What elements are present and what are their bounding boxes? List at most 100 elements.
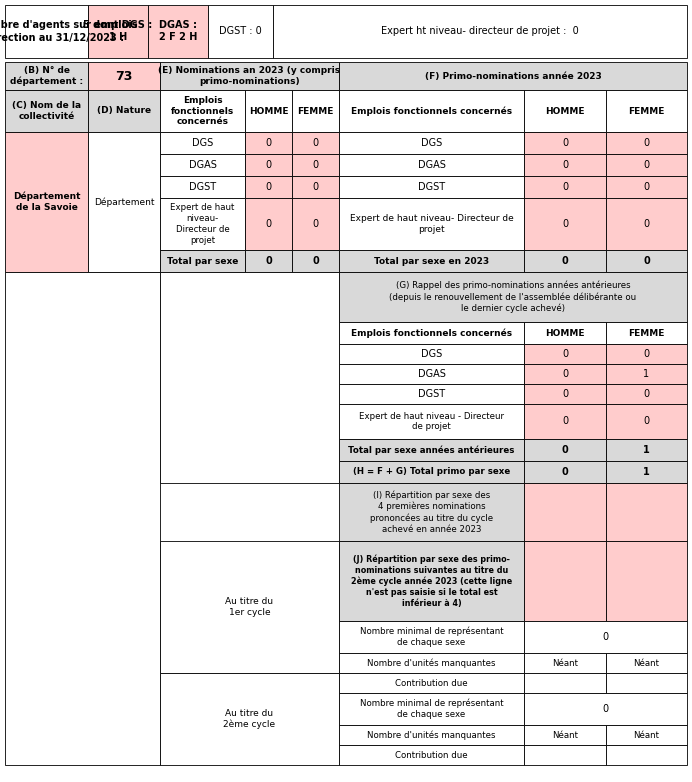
Text: Néant: Néant: [552, 730, 578, 740]
Bar: [245, 198, 292, 250]
Text: 0: 0: [265, 256, 272, 266]
Bar: [245, 176, 292, 198]
Text: Expert ht niveau- directeur de projet :  0: Expert ht niveau- directeur de projet : …: [381, 27, 579, 37]
Text: (H = F + G) Total primo par sexe: (H = F + G) Total primo par sexe: [353, 468, 510, 476]
Text: 0: 0: [562, 256, 568, 266]
Text: Emplois fonctionnels concernés: Emplois fonctionnels concernés: [351, 328, 512, 338]
Text: DGST : 0: DGST : 0: [219, 27, 262, 37]
Text: 0: 0: [266, 182, 271, 192]
Bar: [524, 693, 687, 725]
Bar: [524, 725, 606, 745]
Bar: [339, 745, 524, 765]
Bar: [160, 272, 339, 483]
Bar: [524, 344, 606, 364]
Text: HOMME: HOMME: [248, 106, 289, 116]
Bar: [524, 364, 606, 384]
Text: Département: Département: [93, 197, 154, 206]
Bar: [524, 439, 606, 461]
Bar: [88, 132, 160, 272]
Text: 0: 0: [266, 160, 271, 170]
Text: 0: 0: [644, 349, 650, 359]
Text: 0: 0: [562, 389, 568, 399]
Bar: [606, 673, 687, 693]
Bar: [606, 154, 687, 176]
Text: 1: 1: [643, 445, 650, 455]
Text: Néant: Néant: [633, 730, 659, 740]
Bar: [245, 90, 292, 132]
Bar: [524, 132, 606, 154]
Text: 0: 0: [562, 182, 568, 192]
Bar: [606, 725, 687, 745]
Bar: [339, 364, 524, 384]
Bar: [524, 621, 687, 653]
Text: DGS: DGS: [421, 138, 442, 148]
Text: (A) Nombre d'agents sur emplois
de direction au 31/12/2023 :: (A) Nombre d'agents sur emplois de direc…: [0, 20, 137, 42]
Bar: [524, 90, 606, 132]
Bar: [339, 62, 687, 90]
Bar: [160, 154, 245, 176]
Bar: [292, 176, 339, 198]
Bar: [339, 439, 524, 461]
Bar: [524, 404, 606, 439]
Bar: [292, 132, 339, 154]
Bar: [160, 90, 245, 132]
Bar: [5, 132, 88, 272]
Bar: [524, 250, 606, 272]
Bar: [160, 673, 339, 765]
Text: Total par sexe années antérieures: Total par sexe années antérieures: [348, 445, 515, 455]
Text: FEMME: FEMME: [298, 106, 334, 116]
Bar: [339, 90, 524, 132]
Text: Contribution due: Contribution due: [395, 679, 468, 687]
Bar: [339, 384, 524, 404]
Bar: [5, 272, 160, 765]
Bar: [5, 5, 88, 58]
Bar: [339, 673, 524, 693]
Bar: [339, 461, 524, 483]
Text: Nombre minimal de représentant
de chaque sexe: Nombre minimal de représentant de chaque…: [360, 699, 503, 719]
Bar: [160, 541, 339, 673]
Bar: [339, 132, 524, 154]
Text: Emplois
fonctionnels
concernés: Emplois fonctionnels concernés: [171, 95, 234, 126]
Bar: [606, 384, 687, 404]
Text: DGS: DGS: [192, 138, 213, 148]
Bar: [339, 322, 524, 344]
Bar: [292, 154, 339, 176]
Text: Nombre d'unités manquantes: Nombre d'unités manquantes: [367, 730, 495, 740]
Text: 0: 0: [644, 182, 650, 192]
Bar: [524, 322, 606, 344]
Bar: [339, 725, 524, 745]
Text: Emplois fonctionnels concernés: Emplois fonctionnels concernés: [351, 106, 512, 116]
Text: Contribution due: Contribution due: [395, 751, 468, 759]
Text: 0: 0: [644, 417, 650, 426]
Bar: [606, 439, 687, 461]
Bar: [160, 62, 339, 90]
Text: Expert de haut niveau- Directeur de
projet: Expert de haut niveau- Directeur de proj…: [349, 214, 513, 234]
Text: DGAS :
2 F 2 H: DGAS : 2 F 2 H: [158, 20, 197, 42]
Text: Total par sexe en 2023: Total par sexe en 2023: [374, 256, 489, 266]
Text: 0: 0: [312, 219, 318, 229]
Bar: [606, 132, 687, 154]
Text: (B) N° de
département :: (B) N° de département :: [10, 66, 83, 86]
Bar: [273, 5, 687, 58]
Text: (G) Rappel des primo-nominations années antérieures
(depuis le renouvellement de: (G) Rappel des primo-nominations années …: [390, 281, 637, 313]
Text: DGST: DGST: [418, 389, 445, 399]
Bar: [5, 90, 88, 132]
Text: (I) Répartition par sexe des
4 premières nominations
prononcées au titre du cycl: (I) Répartition par sexe des 4 premières…: [370, 490, 493, 533]
Text: HOMME: HOMME: [545, 106, 585, 116]
Text: Expert de haut niveau - Directeur
de projet: Expert de haut niveau - Directeur de pro…: [359, 411, 504, 432]
Text: (J) Répartition par sexe des primo-
nominations suivantes au titre du
2ème cycle: (J) Répartition par sexe des primo- nomi…: [351, 554, 512, 608]
Text: 5 dont DGS :
1 H: 5 dont DGS : 1 H: [83, 20, 153, 42]
Text: 0: 0: [312, 182, 318, 192]
Bar: [148, 5, 208, 58]
Bar: [606, 364, 687, 384]
Bar: [88, 90, 160, 132]
Bar: [606, 461, 687, 483]
Text: DGST: DGST: [418, 182, 445, 192]
Bar: [524, 461, 606, 483]
Text: Néant: Néant: [633, 658, 659, 668]
Text: 0: 0: [562, 160, 568, 170]
Bar: [524, 541, 606, 621]
Bar: [292, 250, 339, 272]
Text: 1: 1: [644, 369, 650, 379]
Text: DGS: DGS: [421, 349, 442, 359]
